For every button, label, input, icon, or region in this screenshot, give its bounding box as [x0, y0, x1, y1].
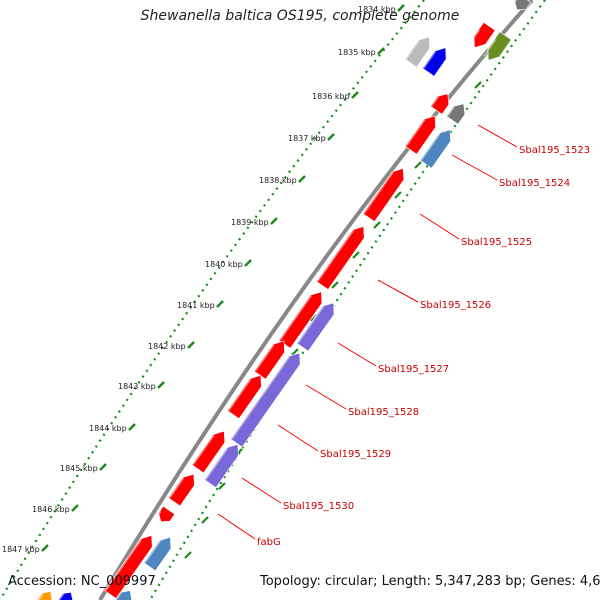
- gene-arrow-red: [168, 473, 195, 507]
- gene-label-leader: [217, 513, 256, 540]
- gene-arrow-red-small: [156, 505, 176, 523]
- gene-arrow-purple-1527: [296, 302, 335, 352]
- inner-tick-mark: [201, 516, 209, 524]
- kbp-tick-mark: [41, 544, 49, 552]
- gene-arrow-red: [104, 535, 153, 599]
- gene-label-leader: [305, 384, 347, 410]
- genome-backbone-line: [98, 0, 534, 600]
- gene-arrow-orange: [36, 591, 53, 600]
- kbp-tick-mark: [270, 217, 278, 225]
- kbp-label: 1834 kbp: [358, 5, 396, 14]
- kbp-label: 1839 kbp: [231, 218, 269, 227]
- kbp-label: 1841 kbp: [177, 301, 215, 310]
- gene-label: fabG: [257, 537, 281, 548]
- gene-label: Sbal195_1527: [378, 364, 449, 375]
- gene-arrow-purple-1528: [230, 352, 301, 448]
- gene-arrow-blue-1524: [419, 129, 451, 169]
- inner-dotted-track: [149, 0, 546, 600]
- backbone: [98, 0, 534, 600]
- gene-label: Sbal195_1524: [499, 178, 570, 189]
- map-title: Shewanella baltica OS195, complete genom…: [140, 8, 460, 24]
- gene-arrow-darkblue: [57, 591, 74, 600]
- inner-tick-mark: [352, 251, 360, 259]
- gene-label: Sbal195_1530: [283, 501, 354, 512]
- gene-label-leader: [377, 279, 419, 303]
- kbp-tick-mark: [377, 47, 385, 55]
- kbp-tick-mark: [216, 300, 224, 308]
- inner-tick-mark: [218, 482, 226, 490]
- kbp-label: 1842 kbp: [148, 342, 186, 351]
- accession-text: Accession: NC_009997: [8, 574, 156, 589]
- gene-arrow-purple-1530: [204, 443, 239, 489]
- kbp-label: 1846 kbp: [32, 505, 70, 514]
- inner-tick-mark: [331, 281, 339, 289]
- gene-arrow-red: [253, 340, 285, 380]
- gene-arrow-lightgray: [404, 36, 431, 68]
- kbp-label: 1843 kbp: [118, 382, 156, 391]
- gene-label: Sbal195_1523: [519, 145, 590, 156]
- gene-arrow-darkblue: [422, 47, 447, 77]
- kbp-tick-mark: [327, 133, 335, 141]
- gene-label: Sbal195_1528: [348, 407, 419, 418]
- gene-arrow-red-1525: [362, 168, 405, 223]
- gene-label-leader: [277, 424, 319, 452]
- gene-labels: Sbal195_1523 Sbal195_1524 Sbal195_1525 Sbal…: [217, 124, 590, 548]
- kbp-tick-mark: [351, 91, 359, 99]
- kbp-label: 1838 kbp: [259, 176, 297, 185]
- gene-label: Sbal195_1525: [461, 237, 532, 248]
- kbp-tick-mark: [187, 341, 195, 349]
- kbp-tick-mark: [397, 4, 405, 12]
- kbp-label: 1847 kbp: [2, 545, 40, 554]
- kbp-label: 1835 kbp: [338, 48, 376, 57]
- topology-text: Topology: circular; Length: 5,347,283 bp…: [260, 574, 600, 589]
- inner-tick-mark: [394, 191, 402, 199]
- gene-arrow-red-1526: [316, 226, 365, 290]
- gene-label-leader: [337, 342, 377, 367]
- gene-features: [36, 0, 532, 600]
- kbp-label: 1844 kbp: [89, 424, 127, 433]
- inner-tick-mark: [474, 81, 482, 89]
- kbp-tick-mark: [128, 423, 136, 431]
- inner-tick-mark: [373, 221, 381, 229]
- gene-arrow-red: [469, 21, 496, 49]
- gene-arrow-blue-fabG: [143, 536, 172, 572]
- gene-arrow-red-1529: [227, 374, 262, 420]
- kbp-tick-mark: [71, 504, 79, 512]
- kbp-label: 1840 kbp: [205, 260, 243, 269]
- inner-tick-mark: [184, 551, 192, 559]
- inner-tick-mark: [291, 348, 299, 356]
- kbp-tick-mark: [244, 259, 252, 267]
- gene-arrow-olive: [483, 31, 512, 61]
- gene-label-leader: [419, 213, 460, 240]
- kbp-label: 1845 kbp: [60, 464, 98, 473]
- gene-arrow-gray: [446, 103, 466, 125]
- kbp-tick-mark: [298, 175, 306, 183]
- gene-label: Sbal195_1526: [420, 300, 491, 311]
- inner-tick-mark: [414, 161, 422, 169]
- kbp-tick-mark: [157, 381, 165, 389]
- gene-label: Sbal195_1529: [320, 449, 391, 460]
- gene-label-leader: [477, 124, 518, 148]
- gene-arrow-gray: [512, 0, 532, 11]
- gene-label-leader: [241, 477, 282, 504]
- gene-arrow-red: [430, 93, 450, 115]
- kbp-scale: 1834 kbp 1835 kbp 1836 kbp 1837 kbp 1838 kbp…: [2, 4, 405, 554]
- kbp-label: 1837 kbp: [288, 134, 326, 143]
- gene-arrow-red-1523: [404, 115, 436, 155]
- gene-arrow-red: [191, 430, 226, 474]
- kbp-label: 1836 kbp: [312, 92, 350, 101]
- kbp-tick-mark: [99, 463, 107, 471]
- gene-arrow-red: [278, 291, 323, 349]
- gene-label-leader: [451, 154, 498, 181]
